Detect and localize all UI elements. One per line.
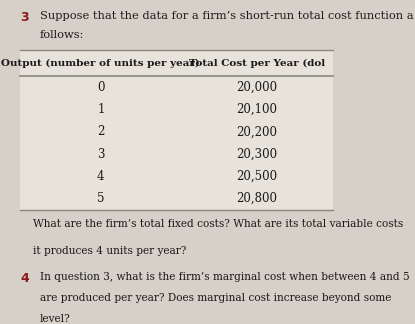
Text: What are the firm’s total fixed costs? What are its total variable costs: What are the firm’s total fixed costs? W… [33,219,403,229]
Text: 1: 1 [97,103,105,116]
Text: Output (number of units per year): Output (number of units per year) [2,59,200,68]
Text: 2: 2 [97,125,105,138]
Text: Suppose that the data for a firm’s short-run total cost function a: Suppose that the data for a firm’s short… [40,11,413,21]
Text: 3: 3 [20,11,29,24]
Text: 20,500: 20,500 [237,170,278,183]
Text: Total Cost per Year (dol: Total Cost per Year (dol [189,59,325,68]
Text: follows:: follows: [40,30,84,40]
Text: 20,200: 20,200 [237,125,278,138]
Text: are produced per year? Does marginal cost increase beyond some: are produced per year? Does marginal cos… [40,293,391,303]
Text: 5: 5 [97,192,105,205]
Text: 0: 0 [97,81,105,94]
Text: 20,800: 20,800 [237,192,278,205]
Text: 20,300: 20,300 [237,148,278,161]
Text: 4: 4 [97,170,105,183]
Text: 20,000: 20,000 [237,81,278,94]
Text: 3: 3 [97,148,105,161]
Text: In question 3, what is the firm’s marginal cost when between 4 and 5: In question 3, what is the firm’s margin… [40,272,409,283]
Text: level?: level? [40,314,71,324]
Text: 20,100: 20,100 [237,103,278,116]
Text: 4: 4 [20,272,29,285]
Text: it produces 4 units per year?: it produces 4 units per year? [33,246,187,256]
FancyBboxPatch shape [20,51,333,210]
